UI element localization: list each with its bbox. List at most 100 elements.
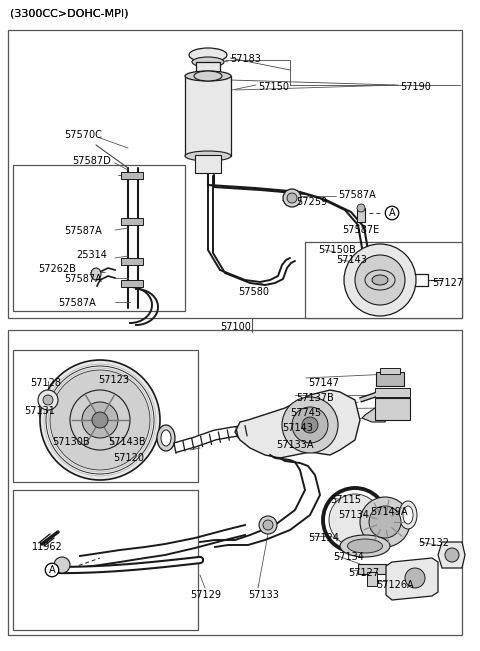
Ellipse shape xyxy=(403,506,413,524)
Circle shape xyxy=(50,370,150,470)
Text: 57183: 57183 xyxy=(230,54,261,64)
Bar xyxy=(196,62,220,76)
Polygon shape xyxy=(362,408,390,422)
Ellipse shape xyxy=(192,57,224,67)
Circle shape xyxy=(92,412,108,428)
Text: 57127: 57127 xyxy=(432,278,463,288)
Text: 57137B: 57137B xyxy=(296,393,334,403)
Text: 57128: 57128 xyxy=(30,378,61,388)
Text: 57150B: 57150B xyxy=(318,245,356,255)
Circle shape xyxy=(43,395,53,405)
Text: 57143: 57143 xyxy=(282,423,313,433)
Text: A: A xyxy=(48,565,55,575)
Text: 57587E: 57587E xyxy=(342,225,379,235)
Circle shape xyxy=(357,204,365,212)
Circle shape xyxy=(40,360,160,480)
Text: 57259: 57259 xyxy=(296,197,327,207)
Text: 57587A: 57587A xyxy=(58,298,96,308)
Bar xyxy=(13,165,185,311)
Circle shape xyxy=(302,417,318,433)
Circle shape xyxy=(54,557,70,573)
Text: 25314: 25314 xyxy=(76,250,107,260)
Text: 57587D: 57587D xyxy=(72,156,111,166)
Bar xyxy=(185,76,231,156)
Bar xyxy=(375,388,410,397)
Polygon shape xyxy=(438,542,465,568)
Circle shape xyxy=(369,506,401,538)
Text: 57129: 57129 xyxy=(190,590,221,600)
Circle shape xyxy=(46,366,154,474)
Circle shape xyxy=(344,244,416,316)
Polygon shape xyxy=(386,558,438,600)
Circle shape xyxy=(355,255,405,305)
Ellipse shape xyxy=(91,268,101,280)
Bar xyxy=(121,218,143,225)
Polygon shape xyxy=(235,390,360,458)
Ellipse shape xyxy=(399,501,417,529)
Circle shape xyxy=(405,568,425,588)
Bar xyxy=(357,208,365,222)
Text: 57587A: 57587A xyxy=(64,274,102,284)
Circle shape xyxy=(329,494,381,546)
Text: 57130B: 57130B xyxy=(52,437,90,447)
Bar xyxy=(13,490,198,630)
Text: (3300CC>DOHC-MPI): (3300CC>DOHC-MPI) xyxy=(10,8,129,18)
Ellipse shape xyxy=(340,535,390,557)
Text: 57262B: 57262B xyxy=(38,264,76,274)
Text: 57120: 57120 xyxy=(113,453,144,463)
Bar xyxy=(376,372,404,386)
Text: 57131: 57131 xyxy=(24,406,55,416)
Text: 57134: 57134 xyxy=(333,552,364,562)
Bar xyxy=(358,564,386,574)
Text: 57150: 57150 xyxy=(258,82,289,92)
Ellipse shape xyxy=(185,71,231,81)
Text: 57587A: 57587A xyxy=(338,190,376,200)
Circle shape xyxy=(445,548,459,562)
Text: 57190: 57190 xyxy=(400,82,431,92)
Text: 57587A: 57587A xyxy=(64,226,102,236)
Text: 57745: 57745 xyxy=(290,408,321,418)
Bar xyxy=(195,155,221,173)
Text: 57115: 57115 xyxy=(330,495,361,505)
Text: 57123: 57123 xyxy=(98,375,129,385)
Text: 11962: 11962 xyxy=(32,542,63,552)
Ellipse shape xyxy=(194,71,222,81)
Ellipse shape xyxy=(348,539,383,553)
Text: 57100: 57100 xyxy=(220,322,251,332)
Text: 57149A: 57149A xyxy=(370,507,408,517)
Ellipse shape xyxy=(161,430,171,446)
Circle shape xyxy=(360,497,410,547)
Ellipse shape xyxy=(372,275,388,285)
Text: 57147: 57147 xyxy=(308,378,339,388)
Text: 57143: 57143 xyxy=(336,255,367,265)
Text: 57133A: 57133A xyxy=(276,440,313,450)
Bar xyxy=(8,330,462,635)
Circle shape xyxy=(283,189,301,207)
Text: 57127: 57127 xyxy=(348,568,379,578)
Text: 57134: 57134 xyxy=(338,510,369,520)
Text: 57143B: 57143B xyxy=(108,437,145,447)
Bar xyxy=(8,30,462,318)
Text: 57132: 57132 xyxy=(418,538,449,548)
Circle shape xyxy=(38,390,58,410)
Circle shape xyxy=(70,390,130,450)
Bar xyxy=(375,398,410,420)
Bar xyxy=(367,572,377,586)
Text: 57126A: 57126A xyxy=(376,580,414,590)
Ellipse shape xyxy=(157,425,175,451)
Bar xyxy=(121,280,143,287)
Bar xyxy=(380,368,400,374)
Circle shape xyxy=(259,516,277,534)
Bar xyxy=(121,172,143,179)
Text: (3300CC>DOHC-MPI): (3300CC>DOHC-MPI) xyxy=(10,8,129,18)
Ellipse shape xyxy=(185,151,231,161)
Text: 57133: 57133 xyxy=(248,590,279,600)
Circle shape xyxy=(282,397,338,453)
Text: 57124: 57124 xyxy=(308,533,339,543)
Circle shape xyxy=(82,402,118,438)
Bar xyxy=(13,350,198,482)
Text: 57570C: 57570C xyxy=(64,130,102,140)
Ellipse shape xyxy=(365,270,395,290)
Text: 57580: 57580 xyxy=(238,287,269,297)
Text: A: A xyxy=(389,208,396,218)
